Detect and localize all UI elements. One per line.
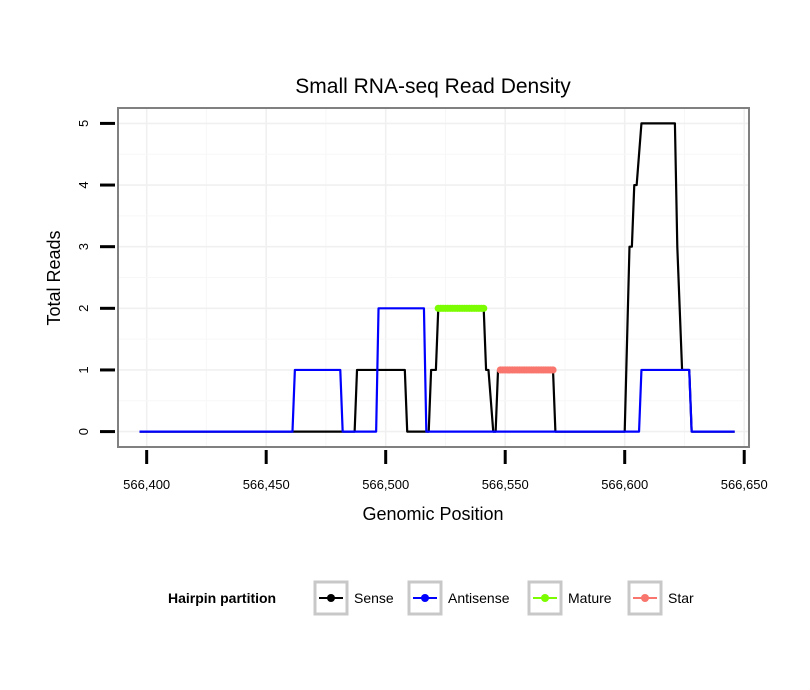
series-antisense-line: [139, 307, 735, 433]
y-axis: 0 1 2 3 4 5: [76, 120, 115, 435]
legend-label-sense: Sense: [354, 590, 394, 606]
x-tick-label: 566,600: [601, 477, 648, 492]
x-tick-label: 566,550: [482, 477, 529, 492]
legend-label-star: Star: [668, 590, 694, 606]
y-axis-label: Total Reads: [44, 230, 64, 325]
series-mature-point: [480, 304, 488, 312]
legend-label-antisense: Antisense: [448, 590, 510, 606]
y-tick-label: 5: [76, 120, 91, 127]
legend-entries: Sense Antisense Mature Star: [313, 580, 694, 616]
series-star-point: [549, 366, 557, 374]
x-tick-label: 566,500: [362, 477, 409, 492]
legend-title: Hairpin partition: [168, 590, 276, 606]
x-tick-label: 566,650: [721, 477, 768, 492]
series-points: [434, 304, 557, 374]
x-axis: 566,400 566,450 566,500 566,550 566,600 566,6…: [123, 450, 768, 492]
chart-title: Small RNA-seq Read Density: [295, 75, 571, 98]
legend: Hairpin partition Sense Antisense Mature St…: [168, 580, 694, 616]
legend-key-point: [541, 594, 549, 602]
legend-label-mature: Mature: [568, 590, 612, 606]
grid-lines: [118, 108, 749, 447]
y-tick-label: 0: [76, 428, 91, 435]
y-tick-label: 3: [76, 243, 91, 250]
x-tick-label: 566,450: [243, 477, 290, 492]
legend-key-point: [327, 594, 335, 602]
x-tick-label: 566,400: [123, 477, 170, 492]
y-tick-label: 1: [76, 366, 91, 373]
plot-border: [117, 107, 750, 448]
legend-key-point: [641, 594, 649, 602]
y-tick-label: 2: [76, 305, 91, 312]
y-tick-label: 4: [76, 181, 91, 188]
legend-key-point: [421, 594, 429, 602]
x-axis-label: Genomic Position: [362, 504, 503, 524]
